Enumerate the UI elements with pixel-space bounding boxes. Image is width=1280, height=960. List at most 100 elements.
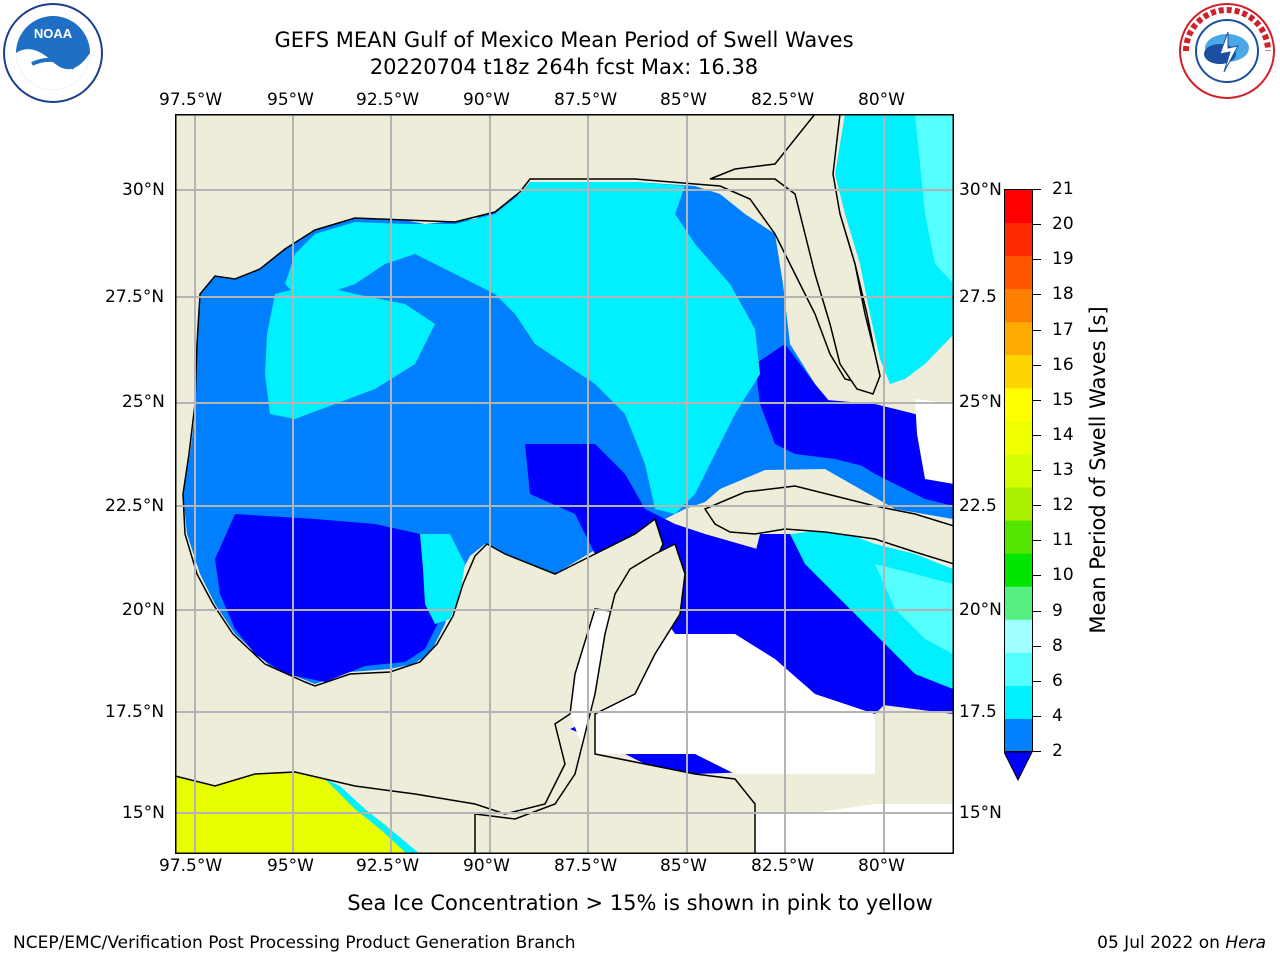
colorbar-block: [1005, 685, 1032, 720]
lon-label: 82.5°W: [751, 856, 815, 876]
chart-subtitle: 20220704 t18z 264h fcst Max: 16.38: [369, 55, 759, 79]
colorbar-tick-label: 13: [1052, 460, 1074, 480]
colorbar-block: [1005, 223, 1032, 257]
date-value: 05 Jul 2022 on: [1097, 933, 1220, 953]
lon-label: 87.5°W: [554, 90, 618, 110]
colorbar-tick-label: 18: [1052, 284, 1074, 305]
colorbar-block: [1005, 454, 1032, 489]
colorbar-tick: [1033, 294, 1041, 296]
swell-region-4-6s-central: [285, 182, 760, 514]
colorbar-block: [1005, 487, 1032, 522]
lon-label: 90°W: [463, 856, 510, 876]
colorbar-tick: [1033, 645, 1041, 647]
colorbar-block: [1005, 421, 1032, 455]
lon-label: 87.5°W: [554, 856, 618, 876]
colorbar-tick: [1033, 224, 1041, 226]
colorbar-extend-triangle: [1004, 751, 1033, 782]
colorbar-tick-label: 17: [1052, 319, 1074, 340]
lon-label: 97.5°W: [159, 856, 223, 876]
colorbar-tick: [1033, 610, 1041, 612]
colorbar-tick: [1033, 505, 1041, 507]
landmass-florida: [709, 114, 954, 395]
colorbar-block: [1005, 520, 1032, 555]
lat-label: 25°N: [122, 392, 165, 412]
lat-label: 20°N: [122, 600, 165, 620]
colorbar-block: [1005, 388, 1032, 422]
colorbar-tick: [1033, 680, 1041, 682]
colorbar-tick: [1033, 259, 1041, 261]
colorbar-tick-label: 20: [1052, 214, 1074, 235]
colorbar-tick: [1033, 434, 1041, 436]
colorbar-block: [1005, 718, 1032, 753]
lon-label: 97.5°W: [159, 90, 223, 110]
landmass-texas-louisiana-coast: [175, 114, 954, 815]
swell-region-atlantic-6-8s: [915, 114, 954, 284]
colorbar-block: [1005, 553, 1032, 588]
lon-label: 92.5°W: [356, 90, 420, 110]
colorbar-block: [1005, 289, 1032, 323]
colorbar-tick-label: 11: [1052, 530, 1074, 551]
lat-label: 17.5: [959, 702, 997, 722]
colorbar: [1004, 189, 1033, 782]
colorbar-border: [1004, 189, 1033, 752]
colorbar-block: [1005, 652, 1032, 687]
map-grid: [175, 114, 954, 854]
lat-label: 15°N: [122, 803, 165, 823]
lon-label: 82.5°W: [751, 90, 815, 110]
colorbar-block: [1005, 586, 1032, 621]
colorbar-block: [1005, 190, 1032, 224]
lon-label: 92.5°W: [356, 856, 420, 876]
colorbar-tick-label: 8: [1052, 635, 1063, 656]
colorbar-tick: [1033, 715, 1041, 717]
sea-ice-note: Sea Ice Concentration > 15% is shown in …: [347, 891, 933, 915]
date-text: 05 Jul 2022 on Hera: [1097, 933, 1266, 953]
colorbar-tick: [1033, 575, 1041, 577]
swell-region-4-6s-campeche: [420, 534, 465, 624]
noaa-logo: NOAA: [3, 3, 103, 103]
colorbar-tick: [1033, 189, 1041, 190]
landmass-central-america: [474, 542, 756, 854]
lat-label: 15°N: [959, 803, 1002, 823]
colorbar-tick: [1033, 364, 1041, 366]
no-data-region-bahamas: [915, 399, 954, 484]
lon-label: 85°W: [660, 856, 707, 876]
colorbar-tick-label: 4: [1052, 705, 1063, 726]
lon-label: 80°W: [858, 90, 905, 110]
colorbar-tick-label: 9: [1052, 600, 1063, 621]
svg-text:NOAA: NOAA: [34, 26, 73, 41]
lat-label: 30°N: [959, 180, 1002, 200]
colorbar-tick: [1033, 329, 1041, 331]
colorbar-title: Mean Period of Swell Waves [s]: [1086, 306, 1110, 634]
lat-label: 30°N: [122, 180, 165, 200]
lon-label: 85°W: [660, 90, 707, 110]
colorbar-tick: [1033, 399, 1041, 401]
nws-logo: [1179, 3, 1275, 99]
colorbar-tick-label: 15: [1052, 389, 1074, 410]
colorbar-block: [1005, 619, 1032, 654]
swell-region-pacific-edge: [325, 779, 420, 854]
colorbar-tick-label: 16: [1052, 354, 1074, 375]
lon-label: 90°W: [463, 90, 510, 110]
chart-title: GEFS MEAN Gulf of Mexico Mean Period of …: [274, 28, 854, 52]
lat-label: 22.5: [959, 496, 997, 516]
credit-text: NCEP/EMC/Verification Post Processing Pr…: [13, 933, 576, 953]
colorbar-tick-label: 2: [1052, 741, 1063, 761]
lat-label: 17.5°N: [105, 702, 165, 722]
map-border: [175, 114, 954, 854]
colorbar-tick-label: 12: [1052, 495, 1074, 516]
colorbar-tick-label: 19: [1052, 249, 1074, 270]
colorbar-tick-label: 14: [1052, 424, 1074, 445]
colorbar-tick-label: 6: [1052, 670, 1063, 691]
colorbar-block: [1005, 322, 1032, 356]
colorbar-block: [1005, 355, 1032, 389]
colorbar-tick: [1033, 751, 1041, 752]
lat-label: 20°N: [959, 600, 1002, 620]
lon-label: 80°W: [858, 856, 905, 876]
colorbar-tick-label: 10: [1052, 565, 1074, 586]
lon-label: 95°W: [267, 90, 314, 110]
machine-name: Hera: [1225, 933, 1266, 953]
swell-region-4-6s-northwest: [265, 284, 435, 419]
no-data-region-south: [755, 804, 954, 854]
lon-label: 95°W: [267, 856, 314, 876]
lat-label: 27.5°N: [105, 287, 165, 307]
